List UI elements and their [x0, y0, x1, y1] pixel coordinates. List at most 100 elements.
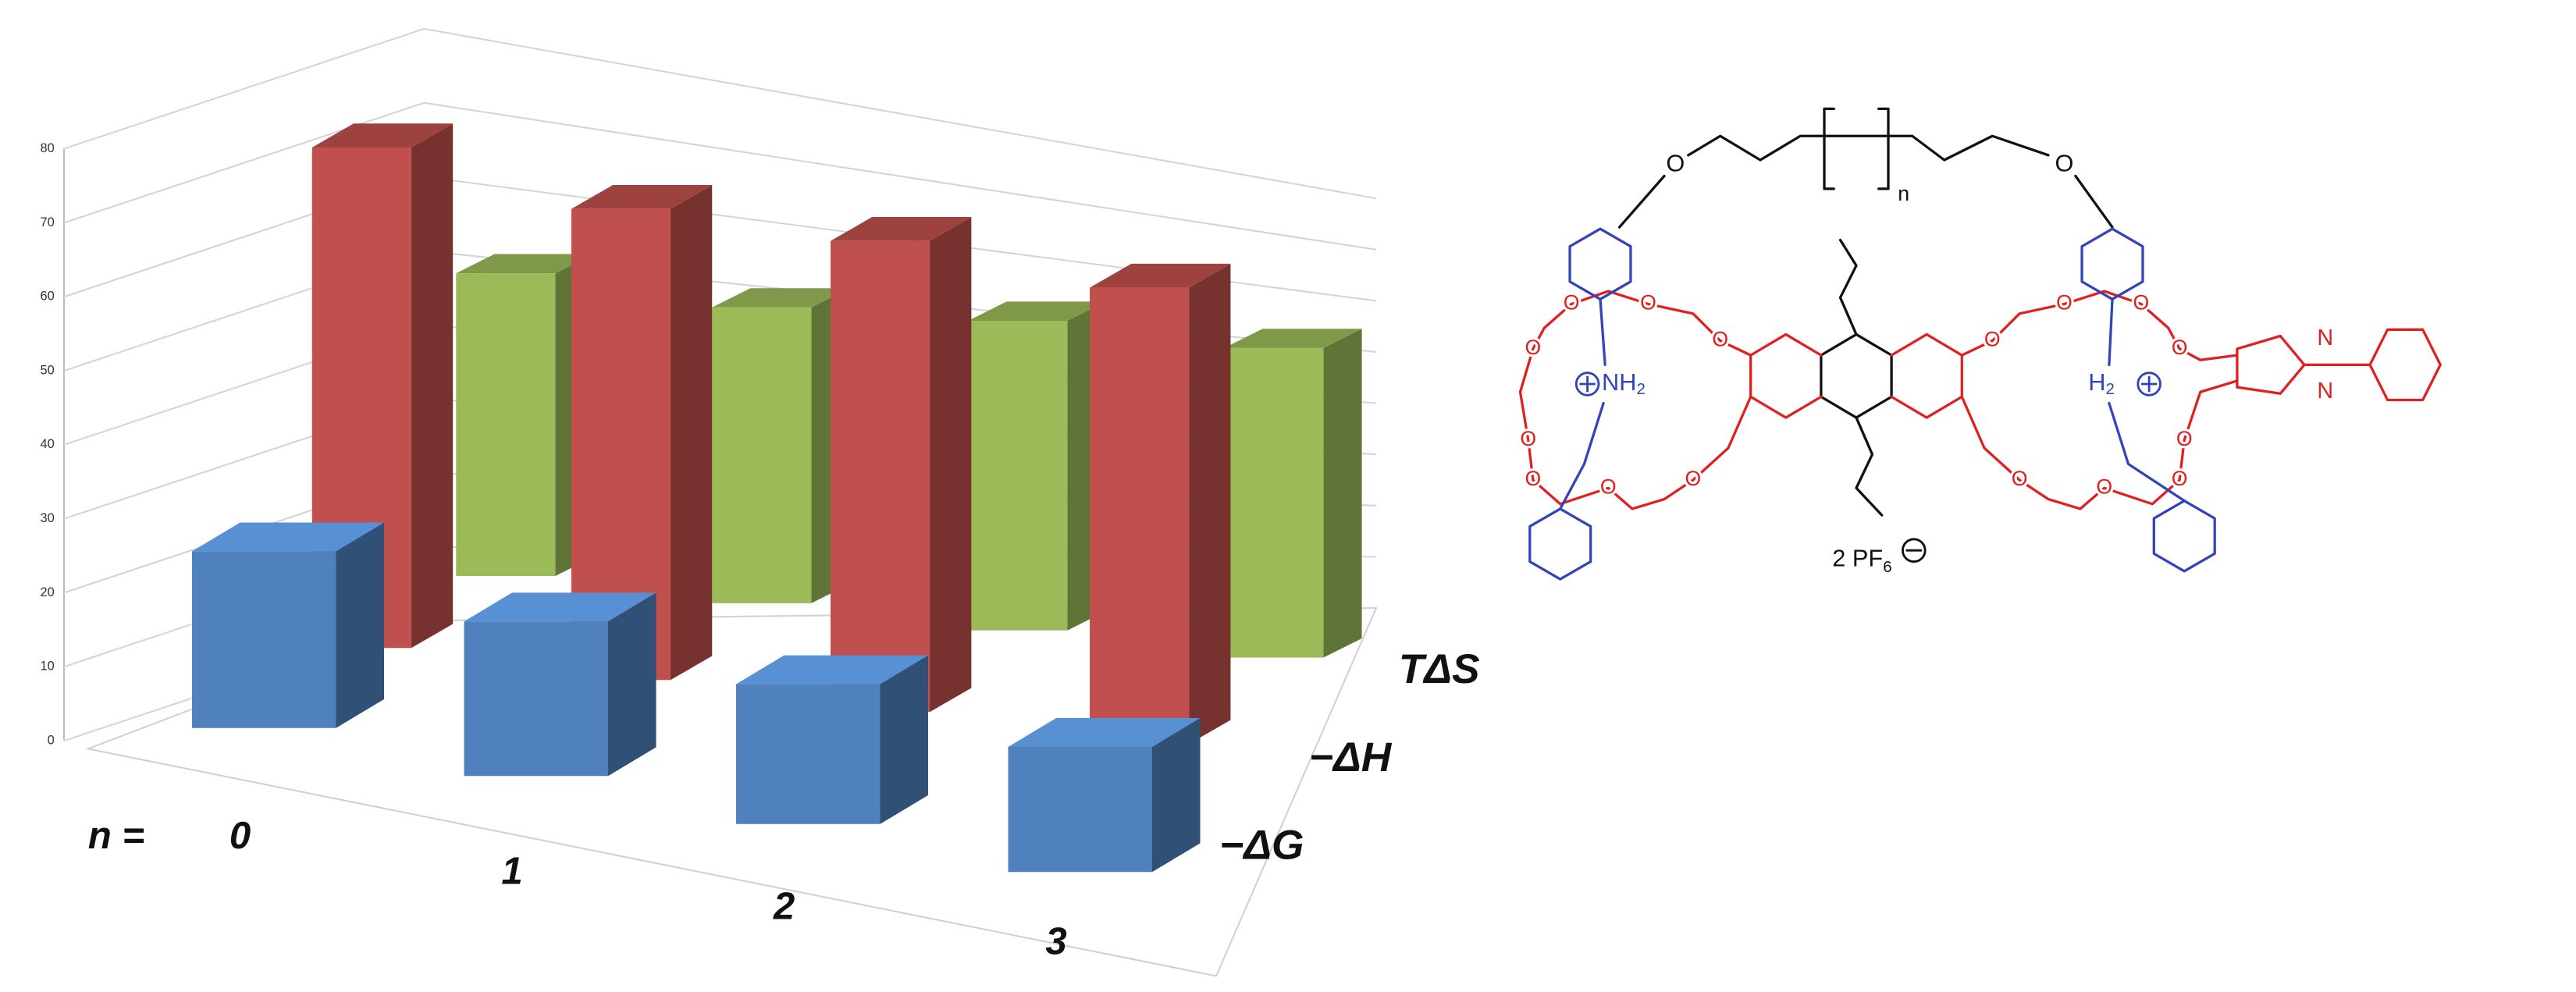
bar-side: [411, 123, 454, 649]
atom-label: O: [1640, 291, 1656, 315]
x-tick-label: 2: [773, 884, 795, 927]
charge-plus: [2140, 375, 2158, 393]
side-rings: [1749, 332, 1963, 419]
benzotriazole: [2236, 328, 2442, 402]
atom-label: O: [2096, 475, 2112, 498]
atom-label: O: [1666, 149, 1685, 176]
bar-side: [930, 216, 972, 713]
charge-circle: [2137, 372, 2161, 396]
atom-label: NH: [1602, 368, 1636, 396]
x-tick-label: 0: [229, 814, 251, 857]
subscript: 2: [1636, 381, 1645, 399]
bar-top: [311, 123, 454, 148]
positive-charges: [1574, 372, 2161, 396]
grid-line: [63, 27, 1377, 200]
y-tick-label: 10: [40, 660, 54, 674]
series-label: TΔS: [1399, 646, 1480, 692]
bar-front: [464, 621, 608, 777]
series-label: −ΔG: [1219, 823, 1304, 869]
bar-front: [968, 321, 1068, 631]
bar: [736, 655, 928, 824]
atom-label: N: [2317, 325, 2333, 350]
atom-label: O: [1712, 328, 1728, 351]
y-tick-label: 40: [40, 437, 54, 451]
bar: [1008, 718, 1201, 873]
atom-label: N: [2317, 379, 2333, 404]
crown-ether-right: [1960, 290, 2239, 510]
bar-side: [1189, 263, 1231, 745]
bar-side: [608, 592, 656, 777]
propyl-chains: [1838, 238, 1884, 517]
repeat-brackets: [1823, 107, 1890, 190]
bar-side: [880, 655, 928, 824]
y-tick-label: 80: [40, 141, 54, 155]
bar-side: [1152, 718, 1201, 873]
benzyl-links: [1559, 297, 2186, 510]
atom-label: O: [2055, 149, 2074, 176]
repeat-index: n: [1898, 182, 1909, 205]
bar: [571, 184, 713, 681]
atom-label: O: [1520, 427, 1536, 450]
bar-front: [1224, 347, 1324, 658]
bar: [830, 216, 972, 713]
atom-label: O: [1525, 467, 1542, 490]
counterion-label: 2 PF6: [1832, 545, 1891, 577]
series-label: −ΔH: [1309, 734, 1393, 780]
bar-top: [1008, 718, 1201, 747]
bar-front: [192, 551, 336, 728]
bar-front: [830, 240, 930, 713]
ammonium-label: H2: [2088, 368, 2115, 398]
bar-front: [736, 684, 881, 824]
bar-front: [456, 273, 556, 576]
bar-front: [1008, 746, 1152, 873]
bar-side: [336, 522, 384, 728]
alkyl-chain: [1617, 134, 2114, 229]
bar-top: [1090, 263, 1231, 288]
y-tick-label: 50: [40, 363, 54, 377]
x-tick-label: 1: [501, 849, 522, 892]
bar: [712, 288, 850, 603]
charge-plus: [1579, 375, 1596, 393]
atom-label: O: [2133, 291, 2150, 315]
atom-label: H: [2088, 368, 2105, 396]
central-ring: [1820, 332, 1893, 419]
bar-front: [712, 307, 812, 603]
y-tick-label: 70: [40, 215, 54, 229]
bar-top: [712, 288, 850, 308]
subscript: 6: [1883, 558, 1891, 576]
atom-label: O: [2176, 427, 2193, 450]
bar-top: [192, 522, 384, 552]
y-tick-label: 60: [40, 290, 54, 304]
atom-label: O: [2012, 467, 2028, 490]
ammonium-label: NH2: [1602, 368, 1646, 398]
bar-top: [571, 184, 713, 209]
atom-label: O: [2172, 467, 2188, 490]
atom-label: O: [1685, 467, 1702, 490]
phenyl-rings: [1528, 227, 2216, 581]
bar-top: [464, 592, 656, 622]
bar-top: [968, 301, 1106, 322]
atom-label: O: [2172, 336, 2188, 359]
bar-side: [670, 184, 713, 681]
x-axis-label: n =: [88, 814, 144, 857]
bar-top: [456, 254, 594, 274]
bar-top: [736, 655, 928, 684]
bar: [464, 592, 656, 777]
bar: [1224, 329, 1362, 658]
atom-label: O: [2056, 291, 2073, 315]
atom-label: O: [1600, 475, 1617, 498]
bar: [968, 301, 1106, 631]
crown-ether-left: [1518, 290, 1752, 510]
y-tick-label: 20: [40, 585, 54, 599]
bar-top: [830, 216, 972, 241]
grid-line: [63, 101, 1377, 251]
atom-label: O: [1525, 336, 1542, 359]
negative-charge: [1902, 538, 1927, 563]
bar: [1090, 263, 1231, 745]
y-tick-label: 30: [40, 511, 54, 525]
